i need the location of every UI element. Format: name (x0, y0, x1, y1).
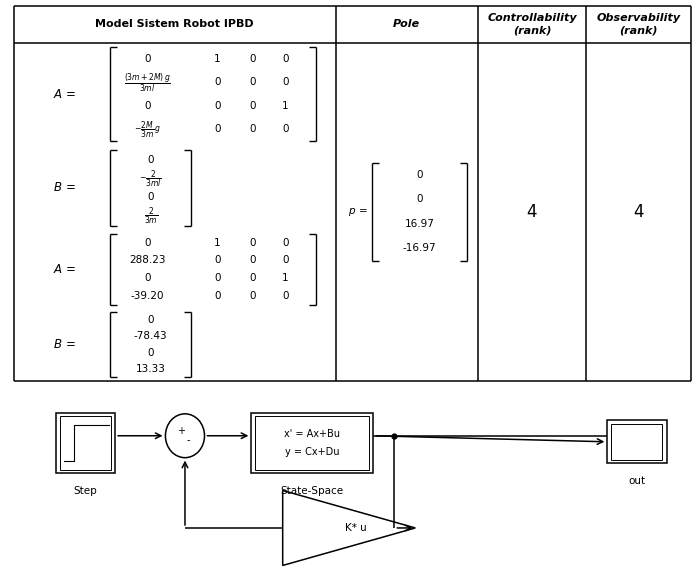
Text: 288.23: 288.23 (129, 255, 165, 265)
Text: Step: Step (73, 486, 98, 496)
Text: 0: 0 (282, 54, 289, 64)
Text: $B\,=$: $B\,=$ (52, 338, 75, 351)
Text: 0: 0 (147, 315, 154, 325)
Text: 0: 0 (214, 255, 221, 265)
Text: 13.33: 13.33 (135, 364, 165, 374)
FancyBboxPatch shape (60, 416, 111, 470)
Text: 0: 0 (249, 255, 255, 265)
Text: Pole: Pole (393, 19, 420, 29)
Polygon shape (283, 490, 415, 565)
Text: K* u: K* u (345, 523, 367, 533)
Ellipse shape (165, 414, 205, 458)
Text: 1: 1 (282, 101, 289, 111)
Text: 4: 4 (527, 203, 537, 220)
Text: +: + (177, 426, 186, 436)
FancyBboxPatch shape (611, 424, 662, 460)
Text: $\dfrac{(3m+2M)\,g}{3ml}$: $\dfrac{(3m+2M)\,g}{3ml}$ (124, 71, 171, 93)
Text: 0: 0 (282, 77, 289, 87)
Text: -39.20: -39.20 (131, 291, 164, 301)
Text: 0: 0 (282, 291, 289, 301)
Text: 0: 0 (282, 255, 289, 265)
Text: 1: 1 (282, 273, 289, 283)
Text: 0: 0 (249, 54, 255, 64)
FancyBboxPatch shape (607, 420, 667, 463)
Text: 0: 0 (144, 101, 151, 111)
Text: 0: 0 (416, 194, 423, 204)
Text: 0: 0 (214, 273, 221, 283)
Text: Model Sistem Robot IPBD: Model Sistem Robot IPBD (96, 19, 254, 29)
Text: 0: 0 (249, 101, 255, 111)
Text: State-Space: State-Space (281, 486, 344, 496)
Text: 0: 0 (214, 101, 221, 111)
FancyBboxPatch shape (56, 413, 115, 473)
Text: 16.97: 16.97 (405, 219, 434, 229)
Text: $-\dfrac{2}{3ml}$: $-\dfrac{2}{3ml}$ (140, 168, 162, 189)
Text: 0: 0 (144, 273, 151, 283)
Text: 0: 0 (214, 125, 221, 134)
Text: 0: 0 (249, 238, 255, 248)
Text: $B\,=$: $B\,=$ (52, 182, 75, 194)
Text: -16.97: -16.97 (403, 243, 436, 253)
Text: out: out (628, 476, 646, 486)
Text: 0: 0 (214, 77, 221, 87)
Text: x' = Ax+Bu: x' = Ax+Bu (284, 429, 341, 439)
Text: 0: 0 (147, 192, 154, 203)
Text: 0: 0 (249, 77, 255, 87)
FancyBboxPatch shape (255, 416, 369, 470)
Text: 0: 0 (249, 125, 255, 134)
Text: 0: 0 (282, 238, 289, 248)
Text: $A\,=$: $A\,=$ (52, 88, 76, 100)
Text: 0: 0 (144, 54, 151, 64)
Text: 1: 1 (214, 238, 221, 248)
Text: 0: 0 (144, 238, 151, 248)
Text: -78.43: -78.43 (134, 331, 168, 341)
Text: 0: 0 (416, 170, 423, 180)
Text: 0: 0 (147, 348, 154, 358)
Text: 0: 0 (282, 125, 289, 134)
Text: 4: 4 (633, 203, 644, 220)
Text: 0: 0 (147, 155, 154, 165)
Text: 0: 0 (249, 273, 255, 283)
Text: $-\dfrac{2M}{3m}\,g$: $-\dfrac{2M}{3m}\,g$ (134, 119, 161, 140)
Text: Observability
(rank): Observability (rank) (597, 13, 681, 35)
Text: 1: 1 (214, 54, 221, 64)
Text: -: - (186, 436, 191, 445)
Text: 0: 0 (214, 291, 221, 301)
FancyBboxPatch shape (251, 413, 373, 473)
Text: 0: 0 (249, 291, 255, 301)
Text: Controllability
(rank): Controllability (rank) (487, 13, 577, 35)
Text: $\dfrac{2}{3m}$: $\dfrac{2}{3m}$ (144, 206, 158, 226)
Text: $A\,=$: $A\,=$ (52, 263, 76, 276)
Text: $p\,=$: $p\,=$ (348, 205, 369, 218)
Text: y = Cx+Du: y = Cx+Du (285, 447, 340, 457)
